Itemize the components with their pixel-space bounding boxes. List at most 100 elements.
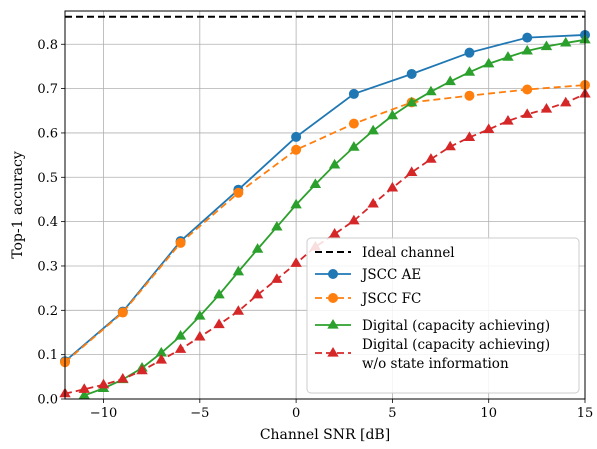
data-point-digital-capacity-achieving-w-o-state-information: [78, 383, 90, 393]
data-point-digital-capacity-achieving-w-o-state-information: [271, 273, 283, 283]
data-point-digital-capacity-achieving-w-o-state-information: [425, 153, 437, 163]
legend-swatch-marker: [328, 269, 338, 279]
x-tick-label: −5: [190, 406, 209, 421]
y-tick-label: 0.2: [37, 304, 58, 319]
data-point-digital-capacity-achieving: [155, 346, 167, 357]
data-point-digital-capacity-achieving: [348, 141, 360, 151]
legend-box: [306, 237, 580, 394]
y-tick-label: 0.8: [37, 38, 58, 53]
legend-label: Digital (capacity achieving): [362, 318, 550, 334]
data-point-jscc-fc: [175, 237, 186, 248]
legend-swatch-marker: [327, 347, 339, 357]
legend-label: Digital (capacity achieving): [362, 337, 550, 353]
x-tick-label: 5: [388, 406, 396, 421]
data-point-digital-capacity-achieving: [328, 158, 341, 169]
data-point-digital-capacity-achieving: [560, 36, 572, 47]
x-tick-label: −10: [90, 406, 117, 421]
legend: Ideal channel JSCC AE JSCC FC Digital (capa…: [306, 237, 580, 394]
data-point-digital-capacity-achieving-w-o-state-information: [483, 123, 495, 133]
data-point-jscc-fc: [522, 84, 533, 95]
legend-label: JSCC FC: [360, 291, 421, 307]
data-point-digital-capacity-achieving-w-o-state-information: [232, 305, 245, 315]
data-point-digital-capacity-achieving-w-o-state-information: [251, 288, 264, 299]
y-tick-label: 0.7: [37, 82, 58, 97]
legend-entry-jscc-fc: JSCC FC: [315, 291, 421, 307]
data-point-digital-capacity-achieving: [213, 288, 225, 299]
plot-frame: [64, 10, 586, 400]
data-point-digital-capacity-achieving: [425, 85, 437, 96]
axis-ticks: −10 −5 0 5 10 15 0.0 0.1 0.2 0.3 0.4 0.5 0.6 0.7 0.8: [37, 38, 593, 421]
data-point-jscc-ae: [464, 47, 475, 58]
y-tick-label: 0.1: [37, 348, 58, 363]
data-point-digital-capacity-achieving: [386, 109, 399, 120]
series-digital-capacity-achieving: [78, 33, 591, 400]
data-point-jscc-fc: [291, 144, 302, 155]
data-point-jscc-ae: [522, 32, 533, 43]
data-point-digital-capacity-achieving: [405, 96, 418, 107]
legend-entry-jscc-ae: JSCC AE: [315, 267, 421, 283]
data-point-digital-capacity-achieving: [251, 243, 264, 253]
data-point-digital-capacity-achieving: [540, 40, 553, 51]
data-point-digital-capacity-achieving-w-o-state-information: [502, 114, 514, 125]
x-tick-label: 15: [577, 406, 594, 421]
series-line-digital-capacity-achieving-w-o-state-information: [64, 93, 586, 395]
data-point-digital-capacity-achieving-w-o-state-information: [136, 364, 148, 375]
data-point-digital-capacity-achieving-w-o-state-information: [117, 373, 129, 383]
x-tick-label: 0: [292, 406, 300, 421]
legend-entry-digital-capacity-achieving: Digital (capacity achieving): [315, 318, 550, 334]
data-point-digital-capacity-achieving: [502, 51, 514, 61]
data-point-digital-capacity-achieving: [444, 75, 456, 86]
data-point-jscc-fc: [348, 118, 359, 129]
data-point-digital-capacity-achieving: [194, 310, 206, 320]
y-axis-label: Top-1 accuracy: [10, 151, 26, 259]
y-tick-label: 0.6: [37, 126, 58, 141]
series-digital-capacity-achieving-w-o-state-information: [59, 87, 591, 398]
data-point-digital-capacity-achieving-w-o-state-information: [348, 214, 360, 225]
data-point-digital-capacity-achieving-w-o-state-information: [367, 197, 379, 208]
data-point-jscc-ae: [406, 68, 417, 79]
data-point-digital-capacity-achieving: [174, 330, 187, 340]
data-point-digital-capacity-achieving-w-o-state-information: [386, 181, 399, 192]
y-tick-label: 0.4: [37, 215, 58, 230]
data-point-digital-capacity-achieving: [78, 389, 90, 400]
y-tick-label: 0.0: [37, 393, 58, 408]
legend-label: w/o state information: [362, 356, 509, 372]
y-tick-label: 0.3: [37, 259, 58, 274]
data-point-digital-capacity-achieving-w-o-state-information: [463, 131, 476, 141]
data-point-digital-capacity-achieving: [232, 265, 245, 276]
data-point-digital-capacity-achieving-w-o-state-information: [290, 257, 302, 267]
data-point-digital-capacity-achieving: [463, 66, 476, 76]
data-point-digital-capacity-achieving-w-o-state-information: [405, 166, 418, 177]
data-point-digital-capacity-achieving-w-o-state-information: [328, 228, 341, 238]
data-point-jscc-fc: [233, 187, 244, 198]
x-axis-label: Channel SNR [dB]: [260, 427, 390, 443]
data-point-jscc-ae: [291, 131, 302, 142]
data-point-digital-capacity-achieving: [309, 178, 322, 188]
data-point-digital-capacity-achieving-w-o-state-information: [213, 318, 225, 329]
data-point-jscc-fc: [464, 90, 475, 101]
data-point-digital-capacity-achieving-w-o-state-information: [521, 108, 533, 118]
series-layer: [59, 15, 591, 400]
legend-entry-digital-capacity-achieving-w-o-state-information: Digital (capacity achieving) w/o state in…: [315, 337, 550, 372]
data-point-digital-capacity-achieving: [290, 198, 302, 209]
legend-label: JSCC AE: [360, 267, 421, 283]
series-jscc-fc: [60, 80, 590, 368]
data-point-digital-capacity-achieving-w-o-state-information: [194, 330, 206, 341]
series-line-jscc-fc: [64, 84, 586, 363]
data-point-digital-capacity-achieving-w-o-state-information: [155, 353, 167, 364]
data-point-jscc-fc: [117, 307, 128, 318]
data-point-digital-capacity-achieving-w-o-state-information: [540, 102, 553, 113]
legend-label: Ideal channel: [362, 245, 455, 261]
y-tick-label: 0.5: [37, 171, 58, 186]
data-point-jscc-ae: [348, 88, 359, 99]
data-point-digital-capacity-achieving-w-o-state-information: [560, 96, 572, 107]
data-point-digital-capacity-achieving-w-o-state-information: [174, 343, 187, 353]
data-point-digital-capacity-achieving: [483, 57, 495, 68]
legend-entry-ideal-channel: Ideal channel: [315, 245, 455, 261]
data-point-digital-capacity-achieving: [367, 124, 379, 135]
legend-swatch-marker: [328, 293, 338, 303]
data-point-digital-capacity-achieving-w-o-state-information: [97, 378, 110, 389]
data-point-digital-capacity-achieving: [521, 44, 533, 55]
legend-swatch-marker: [327, 319, 339, 329]
